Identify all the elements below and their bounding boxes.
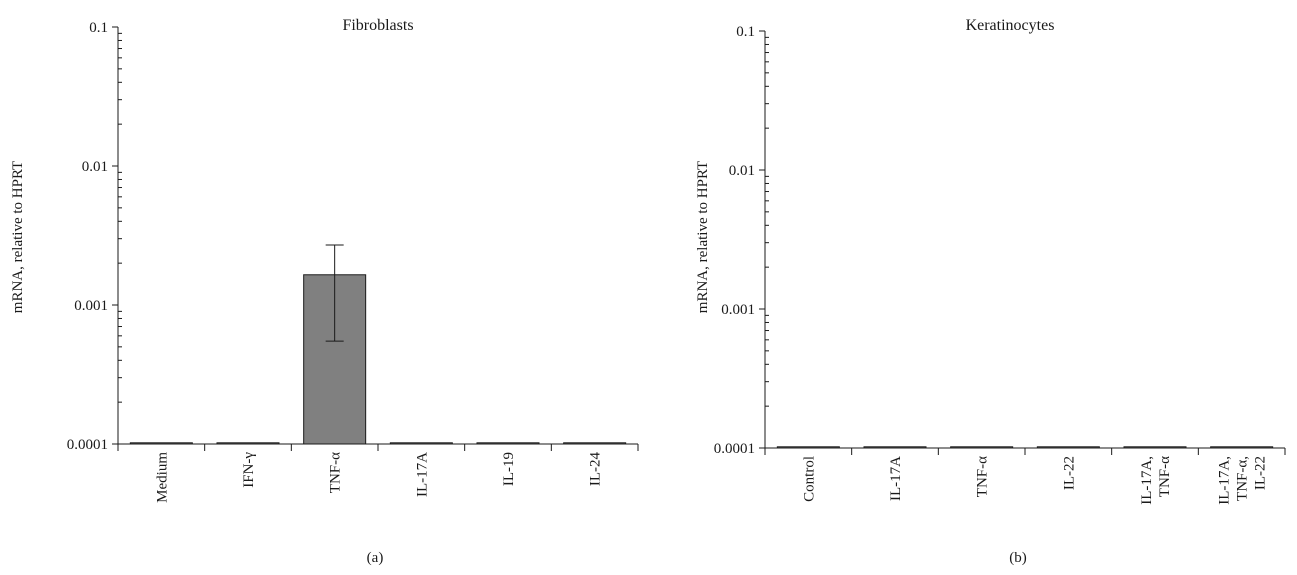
panel-b-category-label: IL-17A bbox=[888, 456, 904, 501]
panel-a-category-label: IL-17A bbox=[414, 452, 430, 497]
panel-b-title: Keratinocytes bbox=[966, 17, 1055, 34]
panel-a-category-label: TNF-α bbox=[328, 452, 344, 493]
panel-b-y-tick-label: 0.01 bbox=[729, 163, 755, 179]
panel-b-category-label: IL-22 bbox=[1061, 456, 1077, 490]
panel-a-category-label: IL-24 bbox=[588, 452, 604, 487]
panel-b-category-label: Control bbox=[801, 456, 817, 502]
panel-a-title: Fibroblasts bbox=[342, 17, 413, 34]
panel-b-y-tick-label: 0.1 bbox=[736, 24, 755, 40]
panel-a-y-tick-label: 0.001 bbox=[74, 298, 108, 314]
panel-a-category-label: Medium bbox=[154, 452, 170, 503]
panel-b-category-label: TNF-α, bbox=[1235, 456, 1251, 501]
panel-b: Keratinocytes mRNA, relative to HPRT 0.0… bbox=[695, 17, 1286, 566]
panel-b-category-label: TNF-α bbox=[1157, 456, 1173, 497]
panel-b-category-label: IL-22 bbox=[1253, 456, 1269, 490]
panel-b-label: (b) bbox=[1009, 550, 1027, 566]
panel-b-axes bbox=[764, 31, 1286, 455]
panel-a-y-ticks: 0.0001 0.001 0.01 0.1 bbox=[67, 20, 122, 453]
panel-b-y-ticks: 0.0001 0.001 0.01 0.1 bbox=[714, 24, 769, 457]
panel-b-category-labels: Control IL-17A TNF-α IL-22 IL-17A, TNF-α IL-17… bbox=[801, 456, 1268, 505]
panel-a-bars bbox=[129, 244, 627, 445]
panel-b-category-label: IL-17A, bbox=[1139, 456, 1155, 505]
panel-b-y-axis-label: mRNA, relative to HPRT bbox=[695, 161, 711, 313]
panel-a-label: (a) bbox=[367, 550, 384, 566]
panel-a-category-label: IFN-γ bbox=[241, 452, 257, 488]
panel-b-category-label: IL-17A, bbox=[1217, 456, 1233, 505]
panel-a-y-axis-label: mRNA, relative to HPRT bbox=[10, 161, 26, 313]
panel-a-y-tick-label: 0.1 bbox=[89, 20, 108, 36]
panel-a-axes bbox=[117, 27, 639, 451]
panel-a-y-tick-label: 0.0001 bbox=[67, 437, 108, 453]
panel-b-y-tick-label: 0.001 bbox=[721, 302, 755, 318]
panel-a-category-label: IL-19 bbox=[501, 452, 517, 486]
panel-b-y-tick-label: 0.0001 bbox=[714, 441, 755, 457]
panel-b-category-label: TNF-α bbox=[975, 456, 991, 497]
panel-a: Fibroblasts mRNA, relative to HPRT 0.000… bbox=[10, 17, 639, 566]
panel-a-category-labels: Medium IFN-γ TNF-α IL-17A IL-19 IL-24 bbox=[154, 452, 603, 503]
panel-a-y-tick-label: 0.01 bbox=[82, 159, 108, 175]
